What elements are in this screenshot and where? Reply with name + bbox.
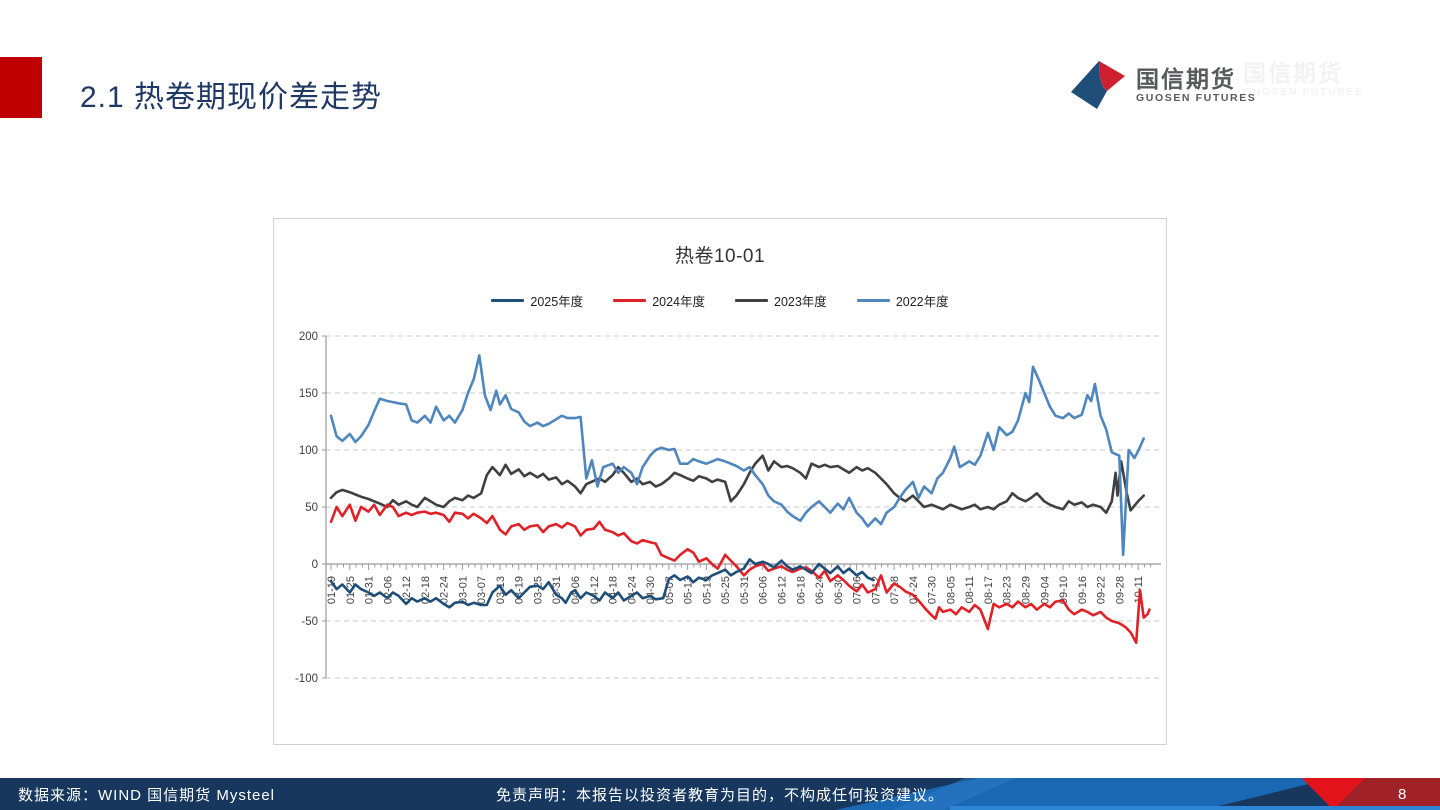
x-axis-label: 09-16 (1077, 576, 1089, 604)
x-axis-label: 09-04 (1039, 576, 1051, 604)
x-axis-label: 04-18 (608, 576, 620, 604)
footer-bar: 数据来源：WIND 国信期货 Mysteel 免责声明：本报告以投资者教育为目的… (0, 778, 1440, 810)
x-axis-label: 05-13 (683, 576, 695, 604)
x-axis-label: 08-23 (1002, 576, 1014, 604)
x-axis-label: 08-29 (1020, 576, 1032, 604)
legend-swatch (735, 298, 768, 303)
page-title: 2.1 热卷期现价差走势 (80, 81, 383, 114)
legend-item-2022年度: 2022年度 (856, 291, 949, 310)
x-axis-label: 08-17 (983, 576, 995, 604)
x-axis-label: 02-12 (401, 576, 413, 604)
x-axis-label: 07-30 (927, 576, 939, 604)
series-line-2024年度 (329, 503, 1151, 644)
x-axis-label: 06-18 (795, 576, 807, 604)
footer-bottom-stripe (950, 806, 1440, 810)
y-tick-label: 0 (312, 559, 318, 571)
legend-label: 2023年度 (774, 295, 827, 309)
series-line-2022年度 (329, 354, 1145, 557)
data-source-text: 数据来源：WIND 国信期货 Mysteel (18, 786, 276, 804)
legend-item-2024年度: 2024年度 (613, 291, 705, 310)
x-axis-label: 07-18 (889, 576, 901, 604)
x-axis-label: 08-11 (964, 576, 976, 603)
series-line-2025年度 (329, 558, 875, 609)
y-tick-label: 50 (305, 502, 318, 514)
legend-swatch (491, 298, 525, 303)
chart-legend: 2025年度 2024年度 2023年度 2022年度 (274, 291, 1166, 310)
legend-swatch (856, 298, 890, 303)
x-axis-label: 07-12 (870, 576, 882, 604)
legend-swatch (613, 298, 647, 303)
x-axis-label: 05-31 (739, 576, 751, 604)
legend-label: 2024年度 (652, 295, 705, 309)
x-axis-label: 01-31 (364, 576, 376, 604)
x-axis-label: 03-07 (476, 576, 488, 604)
x-axis-label: 01-19 (326, 576, 338, 604)
x-axis-label: 02-06 (382, 576, 394, 604)
y-tick-label: 200 (299, 331, 318, 343)
legend-label: 2022年度 (895, 295, 949, 309)
logo-diamond-icon (1071, 61, 1125, 109)
y-tick-label: -100 (295, 673, 318, 685)
disclaimer-text: 免责声明：本报告以投资者教育为目的，不构成任何投资建议。 (495, 786, 944, 804)
x-axis-label: 06-24 (814, 576, 826, 604)
page-number: 8 (1398, 785, 1407, 803)
x-axis-label: 03-25 (532, 576, 544, 604)
x-axis-label: 04-24 (626, 576, 638, 604)
y-tick-label: 150 (299, 388, 318, 400)
y-tick-label: -50 (301, 616, 318, 628)
y-tick-label: 100 (299, 445, 318, 457)
x-axis-label: 03-01 (457, 576, 469, 604)
x-axis-label: 06-30 (833, 576, 845, 604)
x-axis-label: 05-25 (720, 576, 732, 604)
legend-item-2023年度: 2023年度 (735, 291, 827, 310)
x-axis-label: 06-12 (776, 576, 788, 604)
x-axis-label: 09-10 (1058, 576, 1070, 604)
x-axis-label: 08-05 (945, 576, 957, 604)
legend-label: 2025年度 (530, 295, 584, 309)
x-axis-label: 03-13 (495, 576, 507, 604)
legend-item-2025年度: 2025年度 (491, 291, 583, 310)
logo-watermark: 国信期货 GUOSEN FUTURES (1243, 60, 1364, 98)
x-axis-label: 02-24 (439, 576, 451, 604)
x-axis-label: 05-19 (701, 576, 713, 604)
x-axis-label: 09-22 (1096, 576, 1108, 604)
logo-name-en: GUOSEN FUTURES (1136, 92, 1257, 104)
chart-title: 热卷10-01 (674, 246, 766, 267)
logo-name-cn: 国信期货 (1136, 66, 1236, 92)
logo-text: 国信期货 GUOSEN FUTURES (1136, 66, 1256, 104)
x-axis-label: 02-18 (420, 576, 432, 604)
title-accent-square (0, 57, 42, 118)
x-axis-label: 09-28 (1114, 576, 1126, 604)
company-logo: 国信期货 GUOSEN FUTURES (1070, 60, 1256, 110)
series-line-2023年度 (329, 454, 1145, 514)
chart-card: 热卷10-01 2025年度 2024年度 2023年度 2022年度 200 150 1… (273, 218, 1167, 745)
x-axis-label: 06-06 (758, 576, 770, 604)
x-axis-label: 04-12 (589, 576, 601, 604)
x-axis-label: 03-19 (514, 576, 526, 604)
